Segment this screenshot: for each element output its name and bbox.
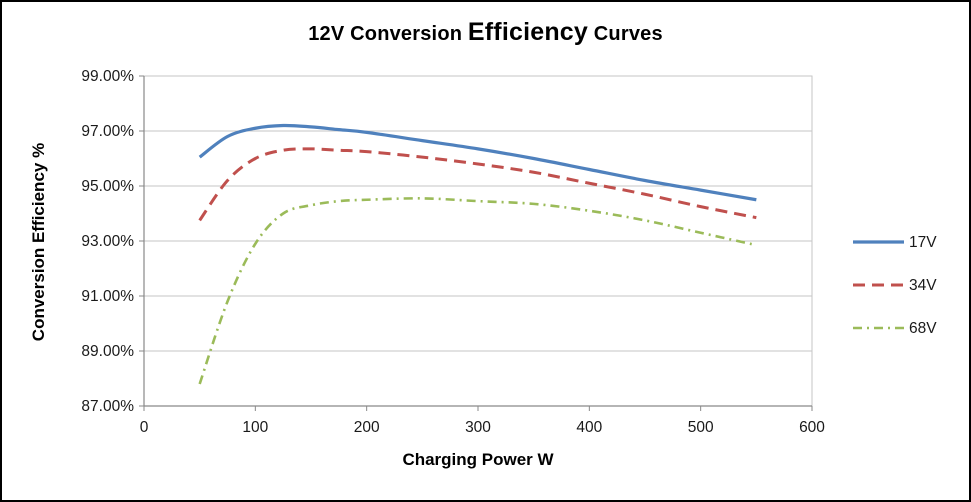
x-tick-label: 300 xyxy=(465,419,491,436)
chart-title: 12V Conversion Efficiency Curves xyxy=(2,18,969,47)
chart-title-prefix: 12V Conversion xyxy=(308,23,468,45)
legend-label: 34V xyxy=(909,277,937,294)
x-tick-label: 100 xyxy=(242,419,268,436)
y-tick-label: 97.00% xyxy=(81,123,134,140)
series-line-17v xyxy=(198,123,757,202)
y-tick-label: 87.00% xyxy=(81,398,134,415)
legend-label: 17V xyxy=(909,234,937,251)
y-tick-label: 93.00% xyxy=(81,233,134,250)
series-lines xyxy=(198,123,757,385)
legend-label: 68V xyxy=(909,320,937,337)
series-line-68v xyxy=(198,197,757,385)
chart-title-emphasis: Efficiency xyxy=(467,18,589,46)
y-tick-label: 95.00% xyxy=(81,178,134,195)
y-axis-tick-labels: 87.00% 89.00% 91.00% 93.00% 95.00% 97.00% 99.0… xyxy=(81,68,144,415)
gridlines xyxy=(144,75,812,407)
chart-title-suffix: Curves xyxy=(588,23,663,45)
x-axis-tick-labels: 0 100 200 300 400 500 600 xyxy=(140,406,825,436)
x-tick-label: 200 xyxy=(354,419,380,436)
y-tick-label: 99.00% xyxy=(81,68,134,85)
x-tick-label: 500 xyxy=(688,419,714,436)
legend: 17V 34V 68V xyxy=(853,234,937,337)
y-tick-label: 89.00% xyxy=(81,343,134,360)
legend-item-17v: 17V xyxy=(853,234,937,251)
y-tick-label: 91.00% xyxy=(81,288,134,305)
y-axis-title: Conversion Efficiency % xyxy=(29,142,48,342)
x-tick-label: 600 xyxy=(799,419,825,436)
series-line-34v xyxy=(198,147,757,222)
x-axis-title: Charging Power W xyxy=(402,450,554,469)
legend-item-68v: 68V xyxy=(853,320,937,337)
x-tick-label: 400 xyxy=(576,419,602,436)
x-tick-label: 0 xyxy=(140,419,149,436)
legend-item-34v: 34V xyxy=(853,277,937,294)
